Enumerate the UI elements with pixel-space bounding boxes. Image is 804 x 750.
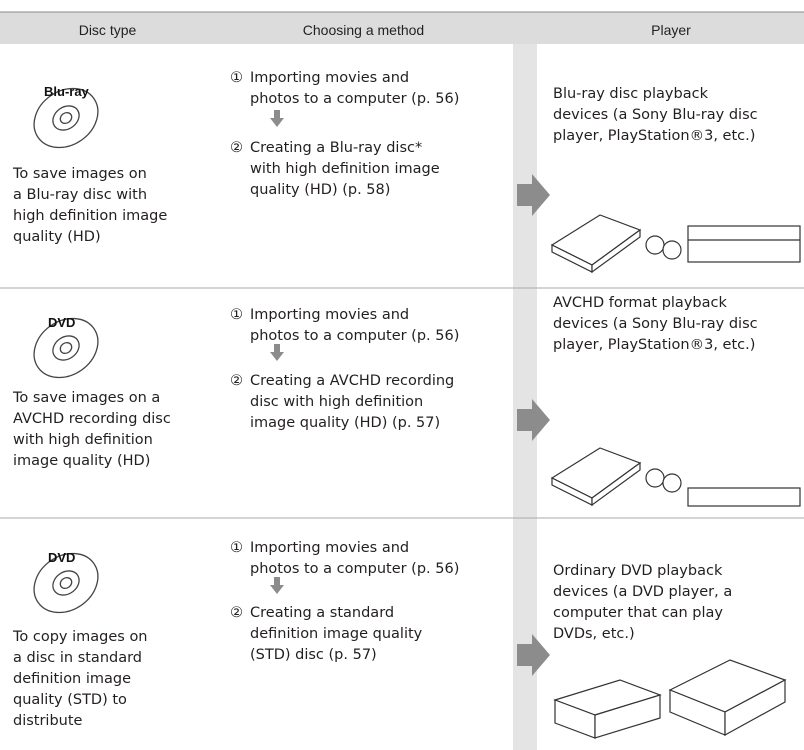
description-line: a disc in standard bbox=[13, 650, 143, 666]
description-line: high definition image bbox=[13, 208, 168, 224]
player-line: player, PlayStation®3, etc.) bbox=[553, 128, 756, 144]
disc-logo: Blu-ray bbox=[44, 84, 90, 99]
player-line: devices (a Sony Blu-ray disc bbox=[553, 316, 758, 332]
step-line: Importing movies and bbox=[250, 307, 410, 323]
step-line: image quality (HD) (p. 57) bbox=[250, 415, 441, 431]
step-line: definition image quality bbox=[250, 626, 423, 642]
disc-logo: DVD bbox=[48, 315, 75, 330]
player-line: computer that can play bbox=[553, 605, 723, 621]
devices bbox=[550, 214, 801, 739]
step-number: ② bbox=[230, 140, 243, 156]
column-header: Disc type bbox=[78, 22, 137, 38]
player-line: Ordinary DVD playback bbox=[553, 563, 723, 579]
discs bbox=[33, 87, 99, 614]
player-line: AVCHD format playback bbox=[553, 295, 727, 311]
description-line: To save images on bbox=[13, 166, 147, 182]
step-line: Creating a AVCHD recording bbox=[250, 373, 455, 389]
player-line: devices (a DVD player, a bbox=[553, 584, 733, 600]
header-bar bbox=[0, 12, 804, 44]
step-line: Importing movies and bbox=[250, 540, 410, 556]
description-line: To copy images on bbox=[13, 629, 148, 645]
disc-logos: Blu-ray DVD DVD bbox=[44, 84, 90, 565]
description-line: quality (STD) to bbox=[13, 692, 127, 708]
step-line: Creating a Blu-ray disc* bbox=[250, 140, 423, 156]
column-header: Choosing a method bbox=[302, 22, 425, 38]
step-line: with high definition image bbox=[250, 161, 440, 177]
step-line: disc with high definition bbox=[250, 394, 424, 410]
description-line: To save images on a bbox=[13, 390, 161, 406]
description-line: distribute bbox=[13, 713, 83, 729]
player-line: player, PlayStation®3, etc.) bbox=[553, 337, 756, 353]
description-line: image quality (HD) bbox=[13, 453, 151, 469]
down-arrows bbox=[270, 110, 284, 594]
description-line: quality (HD) bbox=[13, 229, 101, 245]
description-line: with high definition bbox=[13, 432, 153, 448]
step-number: ① bbox=[230, 540, 243, 556]
step-line: Creating a standard bbox=[250, 605, 395, 621]
step-line: Importing movies and bbox=[250, 70, 410, 86]
description-line: AVCHD recording disc bbox=[13, 411, 171, 427]
player-line: devices (a Sony Blu-ray disc bbox=[553, 107, 758, 123]
arrows bbox=[517, 174, 550, 676]
step-line: photos to a computer (p. 56) bbox=[250, 328, 460, 344]
step-number: ① bbox=[230, 307, 243, 323]
description-line: a Blu-ray disc with bbox=[13, 187, 148, 203]
disc-logo: DVD bbox=[48, 550, 75, 565]
step-number: ② bbox=[230, 373, 243, 389]
player-line: Blu-ray disc playback bbox=[553, 86, 708, 102]
strip bbox=[513, 44, 537, 750]
player-line: DVDs, etc.) bbox=[553, 626, 635, 642]
step-number: ② bbox=[230, 605, 243, 621]
step-line: photos to a computer (p. 56) bbox=[250, 91, 460, 107]
column-header: Player bbox=[651, 22, 691, 38]
description-line: definition image bbox=[13, 671, 132, 687]
step-line: (STD) disc (p. 57) bbox=[250, 647, 377, 663]
step-line: photos to a computer (p. 56) bbox=[250, 561, 460, 577]
step-line: quality (HD) (p. 58) bbox=[250, 182, 391, 198]
step-number: ① bbox=[230, 70, 243, 86]
